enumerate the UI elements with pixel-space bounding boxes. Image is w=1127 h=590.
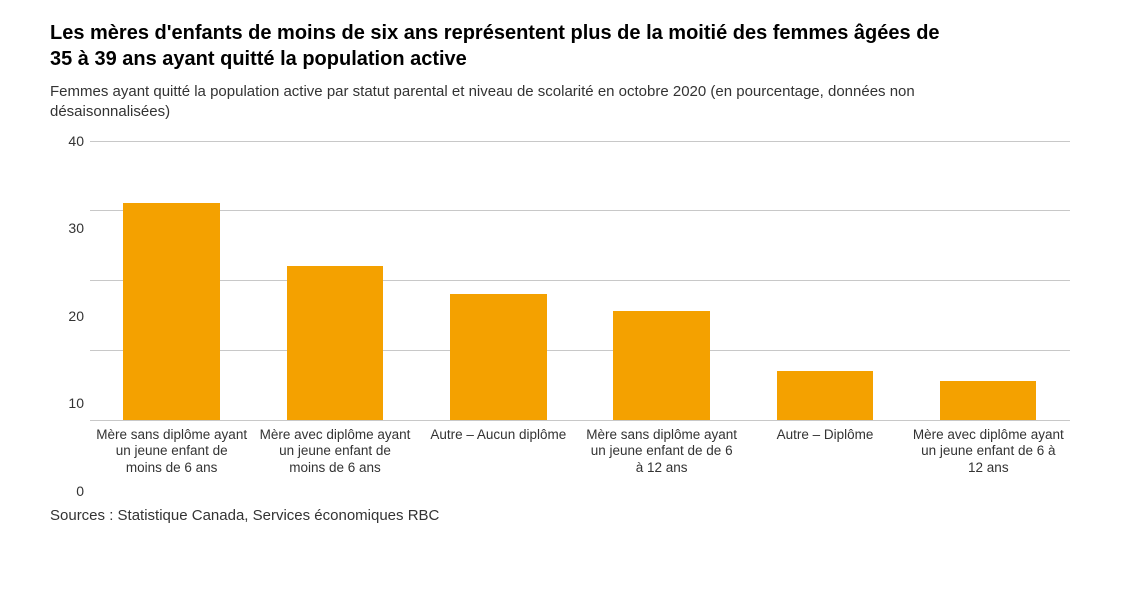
bar (613, 311, 709, 419)
x-tick-label: Mère sans diplôme ayant un jeune enfant … (90, 427, 253, 478)
bar (123, 203, 219, 419)
bar (940, 381, 1036, 419)
x-tick-label: Mère avec diplôme ayant un jeune enfant … (907, 427, 1070, 478)
chart-subtitle: Femmes ayant quitté la population active… (50, 82, 1000, 123)
bar (287, 266, 383, 419)
chart-title: Les mères d'enfants de moins de six ans … (50, 20, 950, 72)
bar (450, 294, 546, 420)
bar-slot (580, 141, 743, 420)
bar-chart: 40 30 20 10 0 /* reposition yticks relat… (50, 141, 1070, 491)
y-tick-label: 20 (50, 308, 84, 324)
y-tick-label: 0 (50, 483, 84, 499)
bar-slot (743, 141, 906, 420)
bar-slot (907, 141, 1070, 420)
y-tick-label: 30 (50, 220, 84, 236)
x-tick-label: Mère avec diplôme ayant un jeune enfant … (253, 427, 416, 478)
x-axis-labels: Mère sans diplôme ayant un jeune enfant … (90, 427, 1070, 478)
bar-slot (90, 141, 253, 420)
y-tick-label: 40 (50, 133, 84, 149)
plot-area (90, 141, 1070, 421)
x-tick-label: Autre – Aucun diplôme (417, 427, 580, 478)
y-tick-label: 10 (50, 395, 84, 411)
bar (777, 371, 873, 420)
bar-slot (253, 141, 416, 420)
bars-container (90, 141, 1070, 420)
x-tick-label: Mère sans diplôme ayant un jeune enfant … (580, 427, 743, 478)
chart-sources: Sources : Statistique Canada, Services é… (50, 507, 1087, 524)
x-tick-label: Autre – Diplôme (743, 427, 906, 478)
bar-slot (417, 141, 580, 420)
